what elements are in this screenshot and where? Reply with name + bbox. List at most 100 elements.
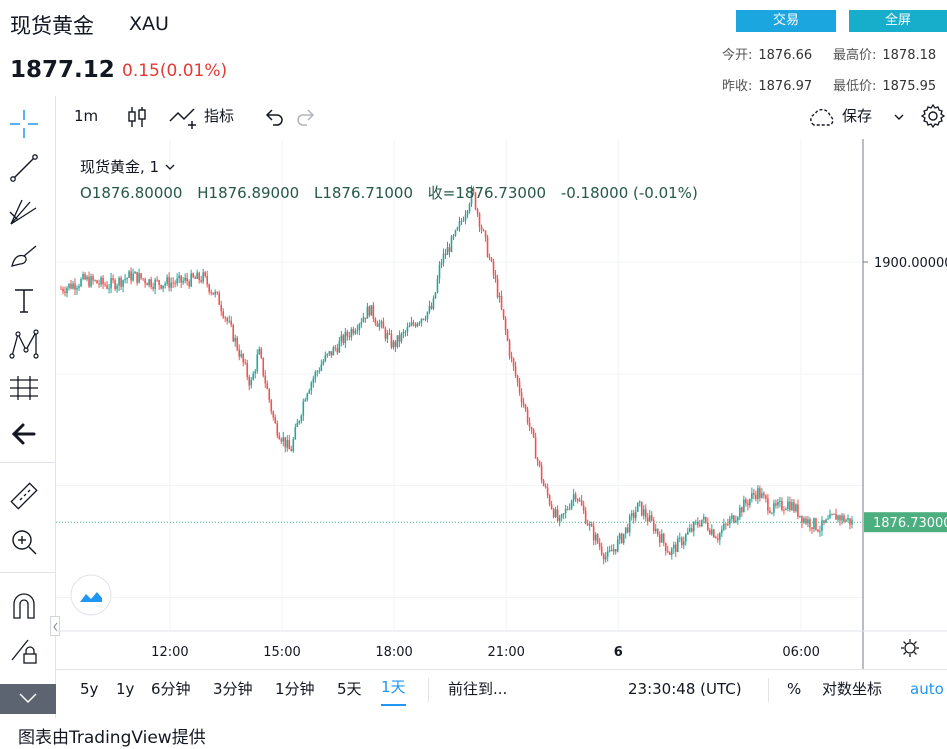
redo-icon[interactable] xyxy=(296,104,318,128)
candle-body xyxy=(837,515,839,520)
fullscreen-button[interactable]: 全屏 xyxy=(849,10,947,32)
candle xyxy=(476,207,479,217)
candle-body xyxy=(524,405,527,410)
candle-body xyxy=(290,449,293,452)
magnet-icon[interactable] xyxy=(8,590,40,622)
range-6min[interactable]: 6分钟 xyxy=(151,680,191,698)
trash-button[interactable] xyxy=(0,684,56,714)
candle xyxy=(793,499,795,513)
candle-body xyxy=(384,328,387,339)
text-icon[interactable] xyxy=(8,284,40,316)
candle-body xyxy=(570,500,573,509)
candle-body xyxy=(294,426,297,440)
candle xyxy=(292,436,295,453)
candle-body xyxy=(532,429,535,438)
collapse-toolbar-handle[interactable] xyxy=(50,616,60,636)
candle-body xyxy=(108,288,110,290)
chevron-down-icon[interactable] xyxy=(892,104,906,128)
measure-icon[interactable] xyxy=(8,372,40,404)
brush-icon[interactable] xyxy=(8,240,40,272)
candle xyxy=(450,234,453,253)
candle-body xyxy=(699,525,701,527)
candle-body xyxy=(372,305,375,319)
candle-body xyxy=(274,417,277,424)
candle xyxy=(554,506,557,518)
trade-button[interactable]: 交易 xyxy=(736,10,836,32)
candle-body xyxy=(488,257,491,259)
legend-name[interactable]: 现货黄金, 1 xyxy=(80,158,160,176)
range-5d[interactable]: 5天 xyxy=(337,680,362,698)
candle xyxy=(224,316,227,323)
candle xyxy=(474,192,477,211)
candle xyxy=(360,317,363,328)
candle-body xyxy=(703,517,705,520)
candles-icon[interactable] xyxy=(126,104,148,128)
candle xyxy=(122,279,124,293)
utc-clock[interactable]: 23:30:48 (UTC) xyxy=(628,680,742,698)
candle-body xyxy=(252,373,255,381)
candle-body xyxy=(538,460,541,466)
cloud-icon[interactable] xyxy=(806,104,838,128)
candle xyxy=(166,274,168,286)
x-tick-label: 18:00 xyxy=(375,645,412,660)
candle-body xyxy=(342,335,345,344)
candle-body xyxy=(737,517,739,521)
candle-body xyxy=(310,382,313,391)
log-scale-toggle[interactable]: 对数坐标 xyxy=(822,680,883,698)
candle-body xyxy=(198,272,200,280)
time-axis-settings-icon[interactable] xyxy=(901,639,919,657)
save-button[interactable]: 保存 xyxy=(842,107,873,125)
indicators-icon[interactable] xyxy=(168,104,200,129)
candle xyxy=(320,359,323,372)
candle xyxy=(777,499,779,509)
candle-body xyxy=(542,480,545,487)
candle xyxy=(424,315,427,322)
candle xyxy=(158,279,160,290)
auto-scale-toggle[interactable]: auto xyxy=(910,680,944,698)
legend-change: -0.18000 (-0.01%) xyxy=(560,184,698,202)
indicators-button[interactable]: 指标 xyxy=(204,107,235,125)
fib-icon[interactable] xyxy=(8,196,40,228)
candle xyxy=(250,377,253,389)
candle xyxy=(108,284,110,294)
arrow-icon[interactable] xyxy=(8,418,40,450)
candle xyxy=(801,515,803,529)
legend-title[interactable]: 现货黄金, 1 xyxy=(80,156,176,177)
candle-body xyxy=(96,280,98,284)
pattern-icon[interactable] xyxy=(8,328,40,360)
percent-toggle[interactable]: % xyxy=(787,680,802,698)
candle-body xyxy=(222,311,225,318)
lock-pencil-icon[interactable] xyxy=(8,634,40,666)
range-3min[interactable]: 3分钟 xyxy=(213,680,253,698)
zoom-in-icon[interactable] xyxy=(8,526,40,558)
candle xyxy=(390,329,393,350)
logo-badge[interactable] xyxy=(70,574,112,616)
candle xyxy=(84,272,86,281)
candle xyxy=(809,517,811,532)
range-1min[interactable]: 1分钟 xyxy=(275,680,315,698)
range-1d[interactable]: 1天 xyxy=(381,670,406,706)
candle-body xyxy=(626,527,629,533)
ruler-icon[interactable] xyxy=(8,480,40,512)
candle-body xyxy=(690,528,693,532)
crosshair-icon[interactable] xyxy=(8,108,40,140)
interval-button[interactable]: 1m xyxy=(74,107,99,125)
candle xyxy=(334,344,337,352)
settings-icon[interactable] xyxy=(920,102,946,130)
range-1y[interactable]: 1y xyxy=(116,680,135,698)
candle xyxy=(104,281,106,287)
candle-body xyxy=(707,522,709,530)
undo-icon[interactable] xyxy=(262,104,284,128)
trend-line-icon[interactable] xyxy=(8,152,40,184)
candle xyxy=(344,328,347,349)
candle xyxy=(370,305,373,316)
range-5y[interactable]: 5y xyxy=(80,680,99,698)
legend-chevron-icon[interactable] xyxy=(164,162,176,172)
goto-date-button[interactable]: 前往到... xyxy=(448,680,508,698)
candle-body xyxy=(554,509,557,518)
price-chart[interactable]: 1900.00000 12:00 15:00 18:00 21:00 6 06:00 18… xyxy=(56,139,947,669)
candle xyxy=(664,542,667,556)
candle xyxy=(332,345,335,356)
candle-body xyxy=(725,524,727,525)
candle xyxy=(747,499,749,511)
